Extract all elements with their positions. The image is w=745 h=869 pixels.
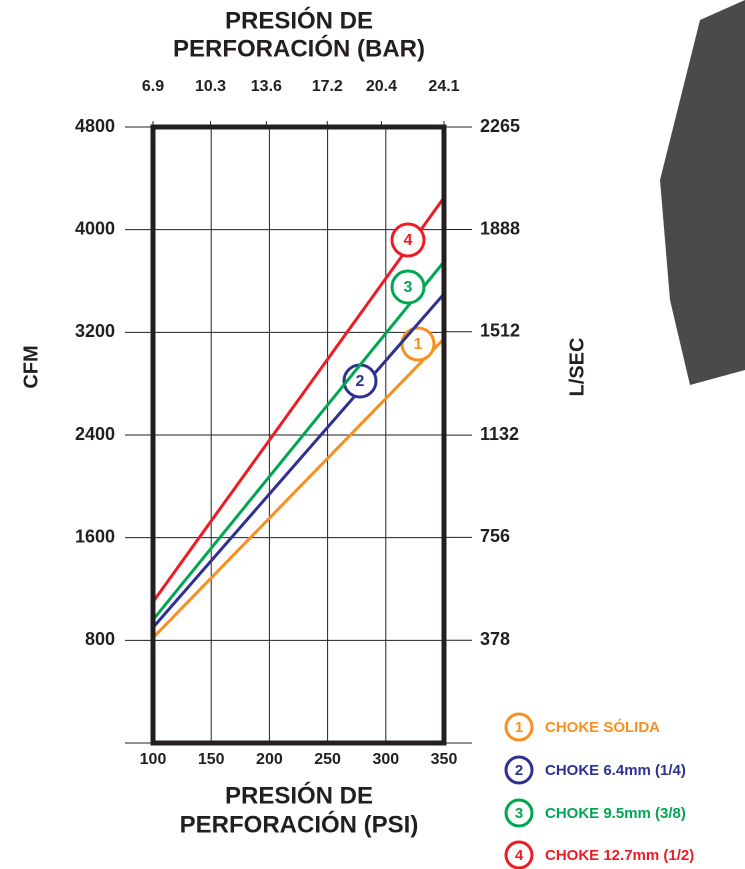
legend-badge-label: 3 <box>515 805 523 822</box>
line-badge-label: 3 <box>404 279 413 296</box>
x2-title: PRESIÓN DE <box>225 6 373 34</box>
y2-tick-label: 1132 <box>480 424 519 444</box>
x-tick-label: 300 <box>372 751 399 768</box>
legend-badge <box>504 840 534 869</box>
line-badge-label: 4 <box>404 232 413 249</box>
x2-tick-label: 24.1 <box>428 78 459 95</box>
x-tick-label: 250 <box>314 751 341 768</box>
y-tick-label: 3200 <box>75 321 115 341</box>
legend-badge-label: 2 <box>515 762 523 779</box>
y2-tick-label: 1512 <box>480 321 520 341</box>
plot-frame <box>150 124 447 746</box>
data-line <box>151 337 446 639</box>
y-title: CFM <box>20 345 42 388</box>
y2-tick-label: 378 <box>480 629 510 649</box>
x2-tick-label: 6.9 <box>142 78 164 95</box>
legend-label: CHOKE SÓLIDA <box>545 718 660 736</box>
data-line <box>151 260 446 621</box>
line-badge-label: 1 <box>414 336 423 353</box>
x2-tick-label: 10.3 <box>195 78 226 95</box>
x2-title: PERFORACIÓN (BAR) <box>173 34 425 62</box>
legend-label: CHOKE 9.5mm (3/8) <box>545 805 686 822</box>
legend-label: CHOKE 6.4mm (1/4) <box>545 762 686 779</box>
legend-badge <box>504 798 534 828</box>
data-line <box>151 292 446 629</box>
y-tick-label: 1600 <box>75 526 115 546</box>
y-tick-label: 2400 <box>75 424 115 444</box>
y-tick-label: 4000 <box>75 218 115 238</box>
line-badge <box>390 269 426 305</box>
y2-tick-label: 1888 <box>480 218 520 238</box>
x2-tick-label: 20.4 <box>366 78 397 95</box>
x-tick-label: 150 <box>198 751 225 768</box>
y2-title: L/SEC <box>566 338 588 397</box>
drill-bit-photo <box>660 0 745 385</box>
legend-badge <box>504 755 534 785</box>
legend-badge-label: 1 <box>515 719 523 736</box>
y2-tick-label: 2265 <box>480 116 520 136</box>
data-line <box>151 196 446 603</box>
legend-badge <box>504 712 534 742</box>
x-tick-label: 350 <box>431 751 458 768</box>
line-badge-label: 2 <box>356 373 365 390</box>
x-tick-label: 100 <box>140 751 167 768</box>
x-title: PRESIÓN DE <box>225 781 373 809</box>
y-tick-label: 800 <box>85 629 115 649</box>
y-tick-label: 4800 <box>75 116 115 136</box>
x-title: PERFORACIÓN (PSI) <box>180 810 419 838</box>
y2-tick-label: 756 <box>480 526 510 546</box>
legend-badge-label: 4 <box>515 847 524 864</box>
legend-label: CHOKE 12.7mm (1/2) <box>545 847 694 864</box>
x2-tick-label: 13.6 <box>251 78 282 95</box>
line-badge <box>390 222 426 258</box>
x2-tick-label: 17.2 <box>312 78 343 95</box>
x-tick-label: 200 <box>256 751 283 768</box>
